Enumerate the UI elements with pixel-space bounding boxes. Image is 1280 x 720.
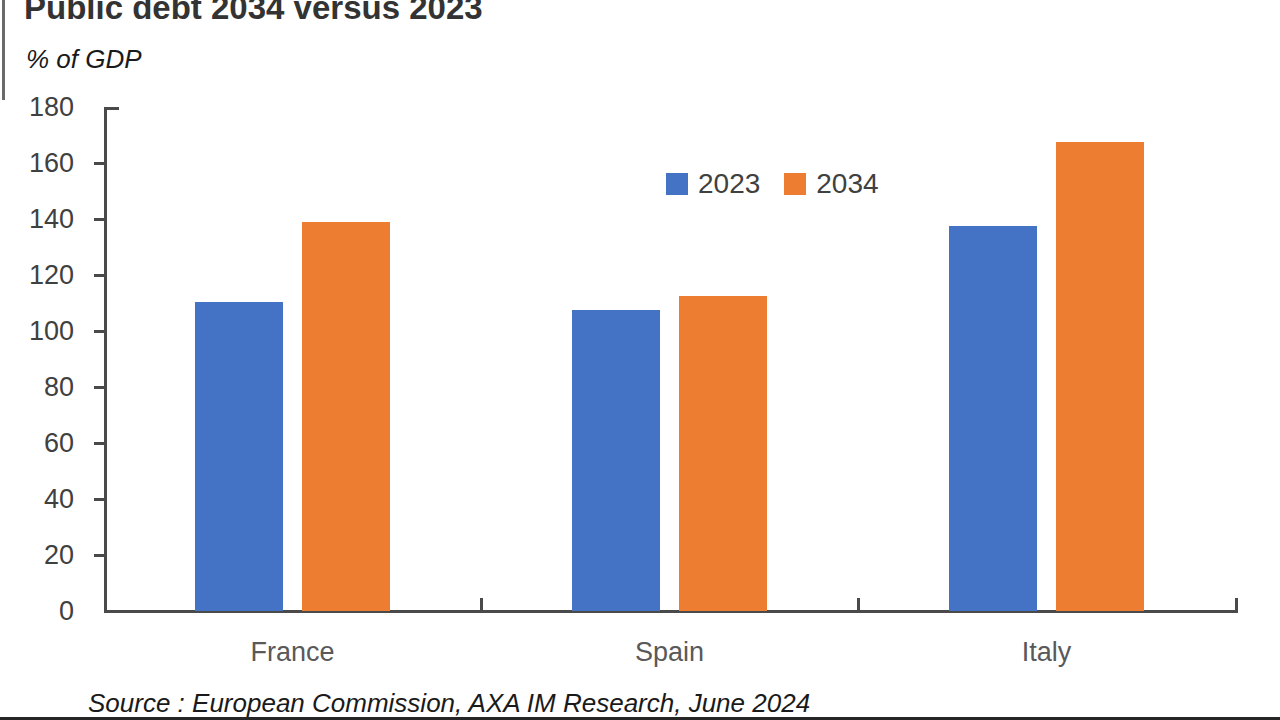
x-category-label-france: France <box>193 639 393 666</box>
x-axis-end-tick <box>1235 598 1238 612</box>
frame-left-line <box>2 0 5 100</box>
legend-swatch-2023 <box>666 173 688 195</box>
legend-item-2023: 2023 <box>666 170 760 198</box>
x-tick-mark <box>480 598 483 611</box>
y-tick-label: 80 <box>4 374 74 401</box>
unit-label: % of GDP <box>26 44 142 75</box>
legend-item-2034: 2034 <box>784 170 878 198</box>
y-tick-mark <box>94 498 104 501</box>
y-tick-label: 0 <box>4 598 74 625</box>
x-category-label-italy: Italy <box>947 639 1147 666</box>
bar-2034-france <box>302 222 390 611</box>
y-axis-top-tick <box>104 107 119 110</box>
y-tick-mark <box>94 442 104 445</box>
y-tick-label: 20 <box>4 542 74 569</box>
y-tick-label: 60 <box>4 430 74 457</box>
x-category-label-spain: Spain <box>570 639 770 666</box>
legend: 2023 2034 <box>666 170 879 198</box>
bar-2023-france <box>195 302 283 611</box>
bar-2034-spain <box>679 296 767 611</box>
legend-label-2023: 2023 <box>698 170 760 198</box>
chart-canvas: Public debt 2034 versus 2023 % of GDP 0 2… <box>0 0 1280 720</box>
source-note: Source : European Commission, AXA IM Res… <box>88 688 810 719</box>
x-tick-mark <box>857 598 860 611</box>
legend-label-2034: 2034 <box>816 170 878 198</box>
y-tick-label: 100 <box>4 318 74 345</box>
y-tick-mark <box>94 274 104 277</box>
y-tick-mark <box>94 330 104 333</box>
y-tick-label: 180 <box>4 94 74 121</box>
y-tick-mark <box>94 218 104 221</box>
y-tick-label: 140 <box>4 206 74 233</box>
y-tick-mark <box>94 162 104 165</box>
y-tick-mark <box>94 554 104 557</box>
y-tick-mark <box>94 386 104 389</box>
bar-2023-italy <box>949 226 1037 611</box>
bar-2034-italy <box>1056 142 1144 611</box>
y-tick-label: 120 <box>4 262 74 289</box>
legend-swatch-2034 <box>784 173 806 195</box>
chart-title: Public debt 2034 versus 2023 <box>24 0 483 24</box>
y-tick-label: 40 <box>4 486 74 513</box>
bar-2023-spain <box>572 310 660 611</box>
y-axis-line <box>104 107 107 613</box>
y-tick-label: 160 <box>4 150 74 177</box>
